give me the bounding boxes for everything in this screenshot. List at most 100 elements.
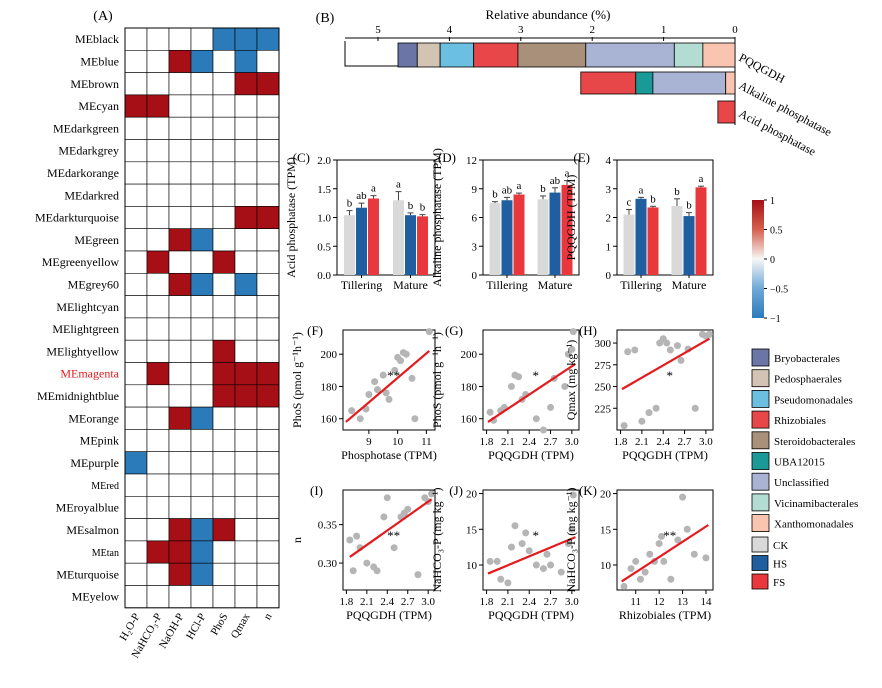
heatmap-row-label: MEorange	[68, 411, 119, 425]
y-axis-label: PQQGDH (TPM)	[564, 175, 578, 261]
tick-label: 2	[589, 24, 595, 36]
heatmap-cell	[190, 250, 214, 274]
heatmap-cell	[212, 451, 236, 475]
heatmap-cell	[256, 272, 280, 296]
y-axis-label: PhoS (pmol g⁻¹h⁻¹)	[290, 332, 304, 428]
abundance-segment	[439, 42, 475, 68]
significance-letter: ab	[502, 184, 513, 196]
plot-frame	[482, 329, 580, 431]
panel-label: (H)	[579, 323, 597, 338]
data-point	[683, 525, 691, 533]
data-point	[641, 568, 649, 576]
legend-swatch	[751, 452, 770, 470]
y-tick-label: 1	[606, 241, 612, 253]
x-axis-label: Phosphotase (TPM)	[341, 448, 437, 462]
plot-frame	[482, 489, 580, 591]
heatmap-cell	[234, 495, 258, 519]
heatmap-cell	[234, 451, 258, 475]
data-point	[624, 348, 632, 356]
heatmap-cell	[190, 562, 214, 586]
heatmap-cell	[124, 27, 148, 51]
heatmap-cell	[168, 495, 192, 519]
data-point	[504, 579, 512, 587]
data-point	[569, 491, 577, 499]
heatmap-cell	[146, 250, 170, 274]
x-tick-label: 3.0	[565, 596, 579, 608]
data-point	[666, 346, 674, 354]
plot-frame	[616, 329, 714, 431]
legend-swatch	[751, 369, 770, 388]
heatmap-cell	[234, 406, 258, 430]
heatmap-cell	[146, 295, 170, 319]
x-tick-label: Mature	[393, 278, 428, 292]
heatmap-cell	[234, 206, 258, 229]
heatmap-cell	[124, 384, 148, 408]
y-tick-label: 300	[595, 338, 612, 350]
heatmap-cell	[190, 72, 214, 96]
x-tick-label: 2.4	[522, 596, 536, 608]
data-point	[539, 565, 547, 573]
y-tick-label: 160	[461, 414, 478, 426]
significance-letter: a	[517, 180, 522, 192]
fit-line	[487, 362, 577, 423]
data-point	[691, 404, 699, 412]
heatmap-row-label: MEmagenta	[60, 367, 119, 381]
significance-letter: ab	[550, 175, 561, 187]
heatmap-row-label: MEred	[91, 481, 119, 492]
data-point	[702, 554, 710, 562]
heatmap-cell	[146, 94, 170, 118]
heatmap-cell	[256, 562, 280, 586]
colorbar-tick-label: 1	[770, 196, 775, 207]
heatmap-cell	[234, 94, 258, 118]
heatmap-cell	[234, 429, 258, 452]
heatmap-cell	[212, 161, 236, 185]
tick-label: 1	[661, 24, 667, 36]
data-point	[568, 525, 576, 533]
heatmap-row-label: MEroyalblue	[56, 500, 119, 514]
heatmap-cell	[190, 540, 214, 564]
bar	[489, 203, 501, 275]
heatmap-cell	[124, 362, 148, 386]
data-point	[674, 536, 682, 544]
fit-line	[345, 350, 430, 423]
heatmap-row-label: MEgreen	[74, 233, 119, 247]
data-point	[667, 575, 675, 583]
heatmap-cell	[168, 518, 192, 542]
heatmap-cell	[256, 429, 280, 452]
legend-swatch	[751, 389, 770, 408]
heatmap-cell	[212, 272, 236, 296]
heatmap-cell	[256, 317, 280, 341]
data-point	[627, 565, 635, 573]
heatmap-row-label: MEmidnightblue	[37, 389, 119, 403]
data-point	[525, 547, 533, 555]
legend-label: Vicinamibacterales	[774, 498, 858, 510]
data-point	[631, 346, 639, 354]
heatmap-row-label: MEdarkgreen	[53, 121, 119, 135]
heatmap-cell	[190, 206, 214, 229]
data-point	[547, 403, 555, 411]
data-point	[486, 557, 494, 565]
data-point	[397, 357, 404, 365]
data-point	[507, 543, 515, 551]
data-point	[363, 559, 371, 567]
heatmap-cell	[256, 139, 280, 163]
heatmap-cell	[256, 384, 280, 408]
data-point	[511, 522, 519, 530]
heatmap-cell	[124, 72, 148, 96]
heatmap-cell	[124, 518, 148, 542]
heatmap-cell	[146, 451, 170, 475]
heatmap-cell	[168, 585, 192, 609]
heatmap-cell	[124, 94, 148, 118]
heatmap-panel-a: (A) MEblack MEblue MEbrown MEcyan MEdarkgreen…	[35, 9, 280, 660]
abundance-segment	[517, 42, 587, 68]
heatmap-row-label: MEdarkturquoise	[35, 211, 119, 225]
tick-label: 0	[732, 24, 738, 36]
data-point	[690, 550, 698, 558]
scatter-f: (F) ** 9 10 11 160 180 200 Phosphotase (TPM) PhoS…	[290, 323, 437, 462]
heatmap-cell	[168, 429, 192, 452]
y-tick-label: 1.5	[317, 184, 331, 196]
abundance-segment	[702, 42, 736, 68]
heatmap-cell	[234, 473, 258, 497]
data-point	[365, 391, 373, 399]
